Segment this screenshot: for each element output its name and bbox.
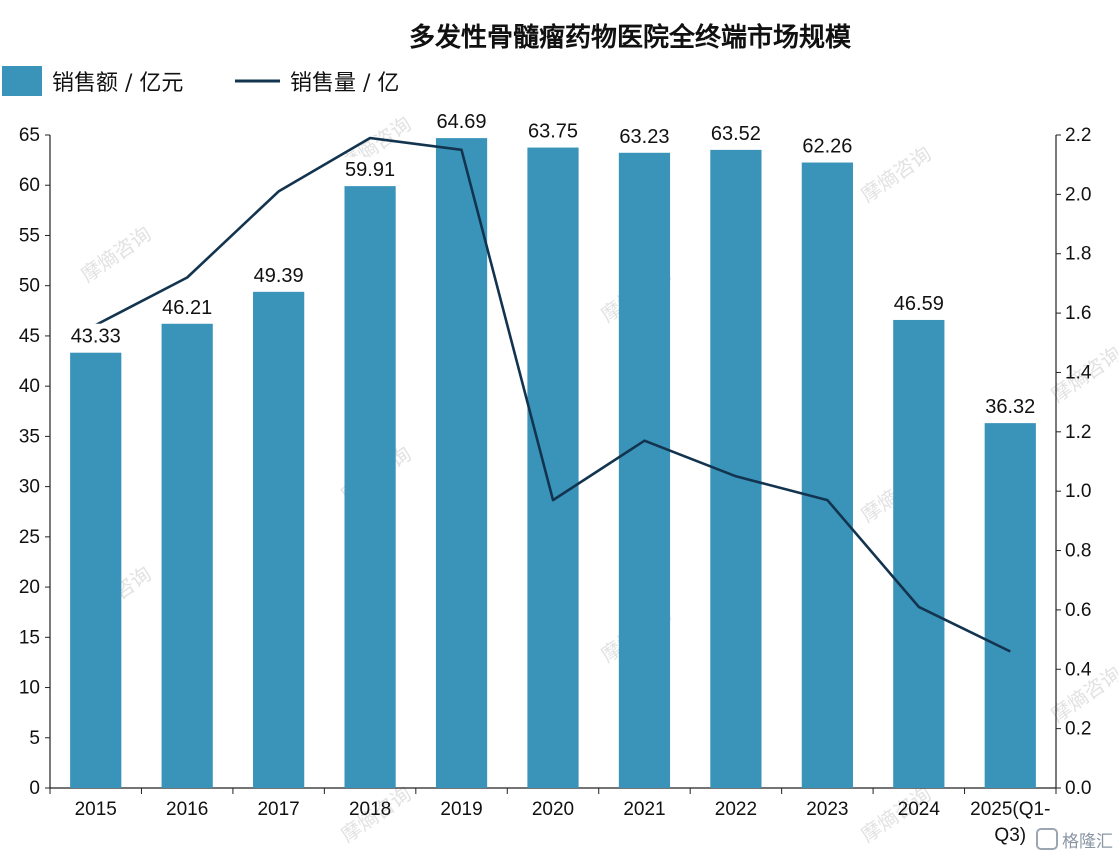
- watermark-text: 摩熵咨询: [856, 141, 935, 207]
- left-axis-tick-label: 60: [19, 175, 40, 196]
- axes: 0 5 10 15 20 25 30 35 40 45 50 55 60 65 0.0 0.2 0.4 0.6 0.…: [19, 125, 1092, 846]
- right-axis-tick-label: 1.4: [1065, 362, 1092, 383]
- left-axis-tick-label: 55: [19, 225, 40, 246]
- legend-label-line: 销售量 / 亿: [290, 71, 399, 96]
- bar-series: [70, 138, 1036, 789]
- left-axis-tick-label: 20: [19, 577, 40, 598]
- bar: [801, 162, 853, 788]
- left-axis-tick-label: 0: [29, 778, 40, 799]
- data-label-background: [797, 133, 858, 158]
- left-axis-tick-label: 50: [19, 276, 40, 297]
- x-axis-category-label: 2017: [257, 799, 299, 820]
- bar-data-label: 46.59: [894, 293, 944, 315]
- bar-data-label: 64.69: [437, 111, 487, 133]
- watermark-text: 摩熵咨询: [76, 221, 155, 287]
- source-logo-text: 格隆汇: [1062, 832, 1113, 851]
- source-logo: 格隆汇: [1034, 824, 1118, 857]
- left-axis-tick-label: 15: [19, 627, 40, 648]
- bar-data-label: 43.33: [71, 326, 121, 348]
- data-label-background: [431, 109, 492, 134]
- line-series: [95, 136, 1011, 653]
- bar-data-label: 63.52: [711, 123, 761, 145]
- bar-data-label: 46.21: [162, 297, 212, 319]
- data-label-background: [523, 118, 583, 143]
- right-axis-tick-label: 0.8: [1065, 541, 1091, 562]
- chart-title: 多发性骨髓瘤药物医院全终端市场规模: [409, 22, 852, 53]
- right-axis-tick-label: 1.0: [1065, 481, 1091, 502]
- x-axis-category-label: 2020: [532, 799, 574, 820]
- right-axis-tick-label: 1.2: [1065, 422, 1091, 443]
- x-axis-category-label: 2021: [623, 799, 665, 820]
- legend-swatch-bar: [2, 66, 42, 96]
- bar-data-label: 63.75: [528, 121, 578, 143]
- bar: [618, 152, 671, 789]
- left-axis-tick-label: 40: [19, 376, 40, 397]
- right-axis-tick-label: 1.8: [1065, 244, 1091, 265]
- right-axis-tick-label: 2.2: [1065, 125, 1091, 146]
- left-axis-tick-label: 45: [19, 326, 40, 347]
- data-label-background: [888, 290, 949, 315]
- left-axis-tick-label: 35: [19, 426, 40, 447]
- x-axis-category-label: Q3): [994, 825, 1026, 846]
- watermark-layer: 摩熵咨询摩熵咨询摩熵咨询摩熵咨询摩熵咨询摩熵咨询摩熵咨询摩熵咨询摩熵咨询摩熵咨询…: [76, 111, 1118, 847]
- data-label-background: [614, 123, 675, 148]
- x-axis-category-label: 2015: [75, 799, 117, 820]
- sales-volume-line: [95, 136, 1011, 653]
- left-axis-tick-label: 5: [29, 728, 40, 749]
- right-axis-tick-label: 0.4: [1065, 659, 1092, 680]
- right-axis-tick-label: 0.6: [1065, 600, 1091, 621]
- right-axis-tick-label: 1.6: [1065, 303, 1091, 324]
- bar: [344, 186, 396, 789]
- data-label-background: [157, 294, 218, 319]
- left-axis-tick-label: 10: [19, 678, 40, 699]
- bar: [253, 291, 305, 788]
- x-axis-category-label: 2024: [898, 799, 941, 820]
- bar-data-label: 49.39: [254, 265, 304, 287]
- data-label-background: [340, 157, 401, 182]
- data-label-background: [248, 262, 309, 287]
- left-axis-tick-label: 30: [19, 477, 40, 498]
- bar: [161, 323, 213, 788]
- legend: 销售额 / 亿元 销售量 / 亿: [2, 66, 399, 96]
- right-axis-tick-label: 0.0: [1065, 778, 1091, 799]
- bar: [984, 423, 1036, 788]
- data-label-background: [65, 323, 126, 348]
- x-axis-category-label: 2023: [806, 799, 848, 820]
- x-axis-category-label: 2016: [166, 799, 208, 820]
- right-axis-tick-label: 0.2: [1065, 719, 1091, 740]
- left-axis-tick-label: 65: [19, 125, 40, 146]
- x-axis-category-label: 2019: [440, 799, 482, 820]
- bar-data-label: 59.91: [345, 159, 395, 181]
- data-labels: 43.33 46.21 49.39 59.91 64.69 63.75 63.23 63.52…: [65, 109, 1041, 419]
- x-axis-category-label: 2022: [715, 799, 757, 820]
- bar: [435, 138, 488, 788]
- bar-data-label: 36.32: [985, 396, 1035, 418]
- legend-label-bar: 销售额 / 亿元: [52, 71, 183, 96]
- bar: [527, 147, 579, 789]
- left-axis-tick-label: 25: [19, 527, 40, 548]
- x-axis-category-label: 2018: [349, 799, 391, 820]
- bar: [893, 319, 945, 788]
- bar: [70, 352, 122, 788]
- source-logo-icon: [1036, 828, 1058, 850]
- right-axis-tick-label: 2.0: [1065, 184, 1091, 205]
- bar-data-label: 62.26: [802, 136, 852, 158]
- data-label-background: [980, 394, 1041, 419]
- bar-data-label: 63.23: [619, 126, 669, 148]
- data-label-background: [705, 120, 766, 145]
- x-axis-category-label: 2025(Q1-: [970, 799, 1050, 820]
